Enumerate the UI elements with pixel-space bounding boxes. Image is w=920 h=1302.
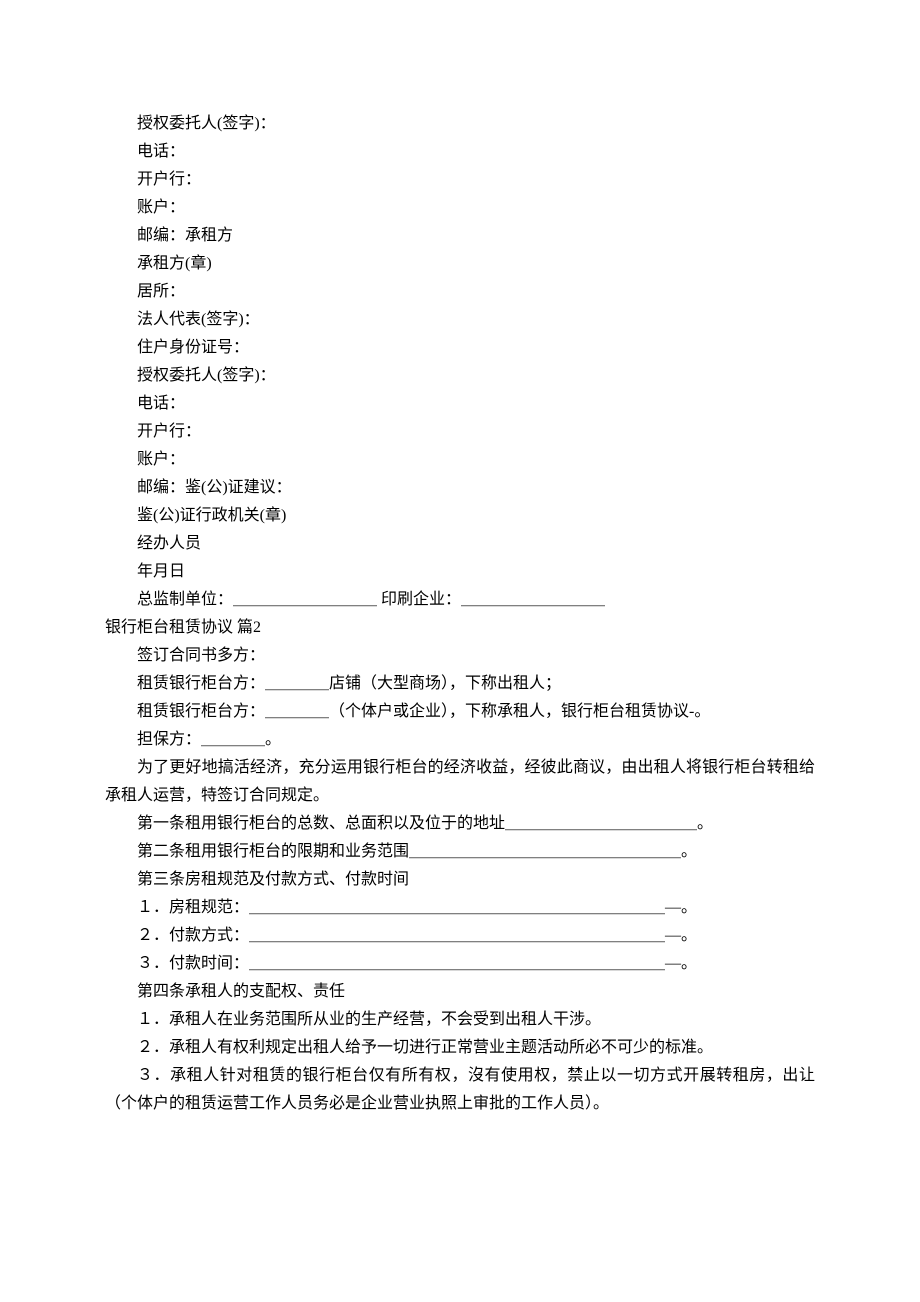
line-lessor-party: 租赁银行柜台方：＿＿＿＿店铺（大型商场），下称出租人； bbox=[105, 670, 815, 698]
line-account: 账户： bbox=[105, 194, 815, 222]
line-article-3: 第三条房租规范及付款方式、付款时间 bbox=[105, 866, 815, 894]
line-notary-authority-seal: 鉴(公)证行政机关(章) bbox=[105, 502, 815, 530]
line-rent-standard: １．房租规范：＿＿＿＿＿＿＿＿＿＿＿＿＿＿＿＿＿＿＿＿＿＿＿＿＿＿—。 bbox=[105, 894, 815, 922]
line-lessee-right-2: ２．承租人有权利规定出租人给予一切进行正常营业主题活动所必不可少的标准。 bbox=[105, 1034, 815, 1062]
line-lessee-party: 租赁银行柜台方：＿＿＿＿（个体户或企业），下称承租人，银行柜台租赁协议-。 bbox=[105, 698, 815, 726]
line-authorized-agent-signature-2: 授权委托人(签字)： bbox=[105, 362, 815, 390]
line-lessee-seal: 承租方(章) bbox=[105, 250, 815, 278]
line-preamble: 为了更好地搞活经济，充分运用银行柜台的经济收益，经彼此商议，由出租人将银行柜台转… bbox=[105, 754, 815, 810]
line-lessee-right-1: １．承租人在业务范围所从业的生产经营，不会受到出租人干涉。 bbox=[105, 1006, 815, 1034]
line-bank: 开户行： bbox=[105, 166, 815, 194]
line-guarantor: 担保方：＿＿＿＿。 bbox=[105, 726, 815, 754]
line-article-4: 第四条承租人的支配权、责任 bbox=[105, 978, 815, 1006]
line-authorized-agent-signature: 授权委托人(签字)： bbox=[105, 110, 815, 138]
line-payment-time: ３．付款时间：＿＿＿＿＿＿＿＿＿＿＿＿＿＿＿＿＿＿＿＿＿＿＿＿＿＿—。 bbox=[105, 950, 815, 978]
line-phone: 电话： bbox=[105, 138, 815, 166]
line-lessee-right-3: ３．承租人针对租赁的银行柜台仅有所有权，沒有使用权，禁止以一切方式开展转租房，出… bbox=[105, 1062, 815, 1118]
line-article-2: 第二条租用银行柜台的限期和业务范围＿＿＿＿＿＿＿＿＿＿＿＿＿＿＿＿＿。 bbox=[105, 838, 815, 866]
line-residence: 居所： bbox=[105, 278, 815, 306]
line-phone-2: 电话： bbox=[105, 390, 815, 418]
line-payment-method: ２．付款方式：＿＿＿＿＿＿＿＿＿＿＿＿＿＿＿＿＿＿＿＿＿＿＿＿＿＿—。 bbox=[105, 922, 815, 950]
line-date: 年月日 bbox=[105, 558, 815, 586]
line-supervisor-printer: 总监制单位：＿＿＿＿＿＿＿＿＿ 印刷企业：＿＿＿＿＿＿＿＿＿ bbox=[105, 586, 815, 614]
line-postcode-lessee: 邮编：承租方 bbox=[105, 222, 815, 250]
line-postcode-notary-suggestion: 邮编：鉴(公)证建议： bbox=[105, 474, 815, 502]
section-title-agreement-2: 银行柜台租赁协议 篇2 bbox=[105, 614, 815, 642]
line-account-2: 账户： bbox=[105, 446, 815, 474]
line-contract-parties: 签订合同书多方： bbox=[105, 642, 815, 670]
line-handler: 经办人员 bbox=[105, 530, 815, 558]
line-bank-2: 开户行： bbox=[105, 418, 815, 446]
line-resident-id: 住户身份证号： bbox=[105, 334, 815, 362]
line-legal-rep-signature: 法人代表(签字)： bbox=[105, 306, 815, 334]
line-article-1: 第一条租用银行柜台的总数、总面积以及位于的地址＿＿＿＿＿＿＿＿＿＿＿＿。 bbox=[105, 810, 815, 838]
